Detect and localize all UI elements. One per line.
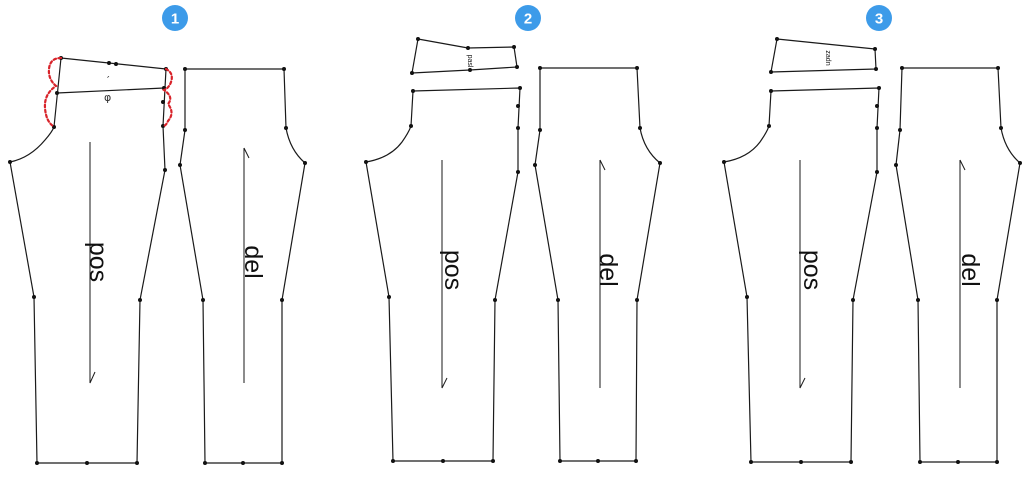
step-2: 2 pasl pos (364, 5, 662, 463)
step-3-front-piece: del (894, 66, 1022, 464)
step-2-back-piece: pos (364, 86, 522, 463)
step-1-front-points (178, 67, 307, 465)
step-1-back-outline (9, 57, 167, 464)
step-3-waistband-points (769, 37, 878, 74)
step-3-front-points (894, 66, 1022, 464)
step-1-marker-phi: φ (104, 91, 111, 104)
step-3-back-outline (723, 87, 880, 463)
step-1-front-grainline (243, 147, 250, 383)
step-3-back-piece: pos (722, 86, 881, 464)
step-3-back-points (722, 86, 881, 464)
step-3-back-grainline (799, 160, 806, 389)
step-2-front-grainline (599, 159, 606, 388)
step-3-badge: 3 (866, 5, 892, 31)
step-2-back-outline (365, 87, 521, 462)
step-3-waistband-label: zadn (824, 50, 831, 65)
step-3-waistband-outline (770, 38, 877, 73)
step-1-left-highlight (43, 56, 63, 128)
step-1-right-highlight (161, 67, 173, 128)
step-1-waistband-seam (56, 87, 165, 94)
step-1-marker-notch: ′ (107, 74, 110, 87)
step-2-number: 2 (524, 11, 532, 28)
step-1-badge: 1 (162, 5, 188, 31)
step-1-back-label: pos (84, 242, 112, 282)
step-3-number: 3 (875, 11, 883, 28)
step-2-waistband-points (410, 37, 519, 75)
step-3-front-label: del (956, 253, 984, 286)
step-2-waistband: pasl (410, 37, 519, 75)
step-1: 1 pos ′ φ (8, 5, 307, 465)
step-2-waistband-label: pasl (466, 55, 473, 68)
step-1-back-grainline (89, 142, 96, 384)
step-2-front-label: del (594, 253, 622, 286)
step-2-back-grainline (441, 160, 448, 389)
step-2-front-piece: del (533, 66, 662, 463)
step-2-front-points (533, 66, 662, 463)
step-2-badge: 2 (515, 5, 541, 31)
step-3-front-grainline (959, 159, 966, 388)
step-3: 3 zadn pos (722, 5, 1022, 464)
step-3-back-label: pos (798, 250, 826, 290)
step-1-number: 1 (171, 11, 179, 28)
step-1-front-label: del (239, 245, 267, 278)
step-2-back-label: pos (439, 250, 467, 290)
step-3-waistband: zadn (769, 37, 878, 74)
step-1-back-piece: pos ′ φ (8, 56, 173, 465)
step-2-waistband-outline (411, 38, 518, 74)
step-1-front-piece: del (178, 67, 307, 465)
step-2-back-points (364, 86, 522, 463)
